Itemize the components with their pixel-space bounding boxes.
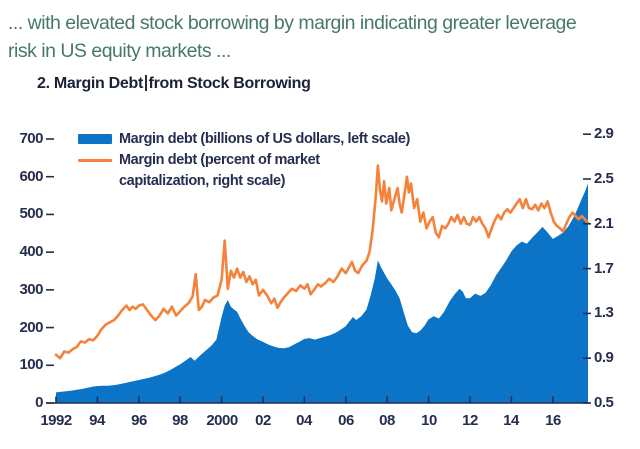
legend-label-margin-debt-percent: Margin debt (percent of market capitaliz… (119, 152, 320, 189)
caption-line-2: risk in US equity markets ... (8, 40, 231, 62)
orange-line-swatch-icon (78, 159, 112, 162)
margin-debt-area-series (56, 183, 588, 403)
figure-title-text-after-cursor: from Stock Borrowing (148, 75, 311, 92)
legend-label-margin-debt-dollars: Margin debt (billions of US dollars, lef… (119, 131, 410, 147)
blue-area-swatch-icon (78, 134, 112, 144)
legend-item-margin-debt-dollars: Margin debt (billions of US dollars, lef… (78, 129, 448, 150)
figure-title-text-before-cursor: 2. Margin Debt (37, 75, 144, 92)
text-cursor[interactable] (145, 75, 147, 91)
margin-debt-percent-line-series (54, 164, 590, 360)
legend-item-margin-debt-percent: Margin debt (percent of market capitaliz… (78, 150, 448, 192)
panel-caption: ... with elevated stock borrowing by mar… (8, 9, 632, 65)
caption-line-1: ... with elevated stock borrowing by mar… (8, 12, 577, 34)
figure-title: 2. Margin Debt from Stock Borrowing (37, 75, 311, 93)
chart-legend: Margin debt (billions of US dollars, lef… (78, 129, 448, 192)
